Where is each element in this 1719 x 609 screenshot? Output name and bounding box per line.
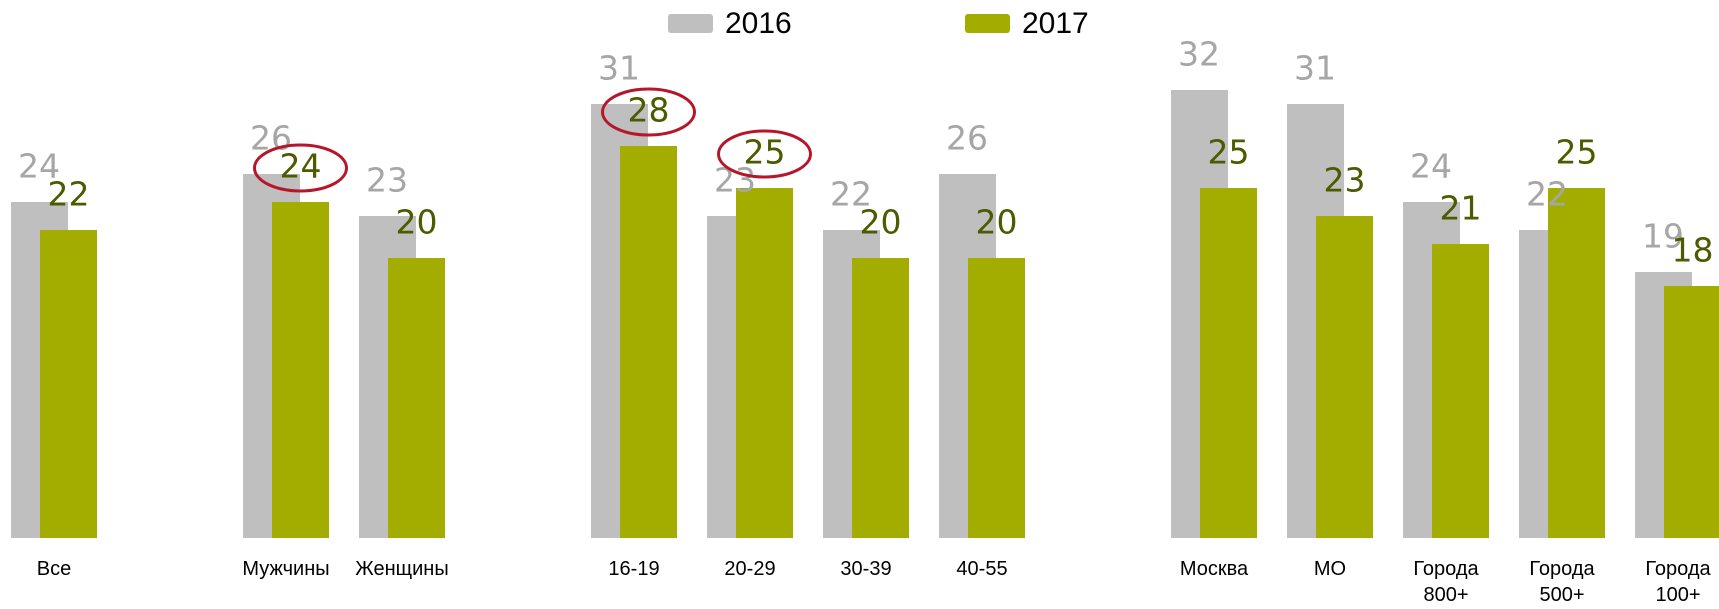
legend-swatch bbox=[965, 14, 1010, 33]
value-label: 22 bbox=[830, 175, 872, 214]
bar bbox=[620, 146, 677, 538]
x-tick-label: МО bbox=[1313, 558, 1347, 580]
value-label: 24 bbox=[280, 147, 322, 186]
x-tick-label: Города 100+ bbox=[1645, 558, 1711, 606]
x-tick-label: 30-39 bbox=[840, 558, 892, 580]
value-label: 22 bbox=[1526, 175, 1568, 214]
value-label: 20 bbox=[860, 203, 902, 242]
x-tick-label: Все bbox=[36, 558, 72, 580]
bar bbox=[1432, 244, 1489, 538]
bar bbox=[852, 258, 909, 538]
value-label: 28 bbox=[628, 91, 670, 130]
bar bbox=[736, 188, 793, 538]
bar bbox=[272, 202, 329, 538]
value-label: 32 bbox=[1178, 35, 1220, 74]
value-label: 24 bbox=[1410, 147, 1452, 186]
value-label: 24 bbox=[18, 147, 60, 186]
highlight-ellipse bbox=[601, 87, 696, 137]
value-label: 25 bbox=[1556, 133, 1598, 172]
x-tick-label: Москва bbox=[1179, 558, 1249, 580]
value-label: 20 bbox=[396, 203, 438, 242]
x-tick-label: 20-29 bbox=[724, 558, 776, 580]
bar bbox=[1316, 216, 1373, 538]
value-label: 20 bbox=[976, 203, 1018, 242]
x-tick-label: Женщины bbox=[355, 558, 449, 580]
bar bbox=[1664, 286, 1719, 538]
highlight-ellipse bbox=[717, 129, 812, 179]
legend-label: 2017 bbox=[1022, 7, 1089, 40]
x-tick-label: Города 500+ bbox=[1529, 558, 1595, 606]
bar bbox=[1200, 188, 1257, 538]
value-label: 23 bbox=[366, 161, 408, 200]
value-label: 31 bbox=[598, 49, 640, 88]
value-label: 26 bbox=[946, 119, 988, 158]
value-label: 23 bbox=[714, 161, 756, 200]
value-label: 18 bbox=[1672, 231, 1714, 270]
bar bbox=[40, 230, 97, 538]
x-tick-label: 40-55 bbox=[956, 558, 1008, 580]
value-label: 21 bbox=[1440, 189, 1482, 228]
value-label: 31 bbox=[1294, 49, 1336, 88]
highlight-ellipse bbox=[253, 143, 348, 193]
value-label: 22 bbox=[48, 175, 90, 214]
value-label: 25 bbox=[1208, 133, 1250, 172]
bar bbox=[388, 258, 445, 538]
bar bbox=[1548, 188, 1605, 538]
value-label: 19 bbox=[1642, 217, 1684, 256]
legend-label: 2016 bbox=[725, 7, 792, 40]
bar bbox=[968, 258, 1025, 538]
x-tick-label: Города 800+ bbox=[1413, 558, 1479, 606]
legend-swatch bbox=[668, 14, 713, 33]
x-tick-label: 16-19 bbox=[608, 558, 660, 580]
value-label: 23 bbox=[1324, 161, 1366, 200]
value-label: 25 bbox=[744, 133, 786, 172]
x-tick-label: Мужчины bbox=[242, 558, 330, 580]
